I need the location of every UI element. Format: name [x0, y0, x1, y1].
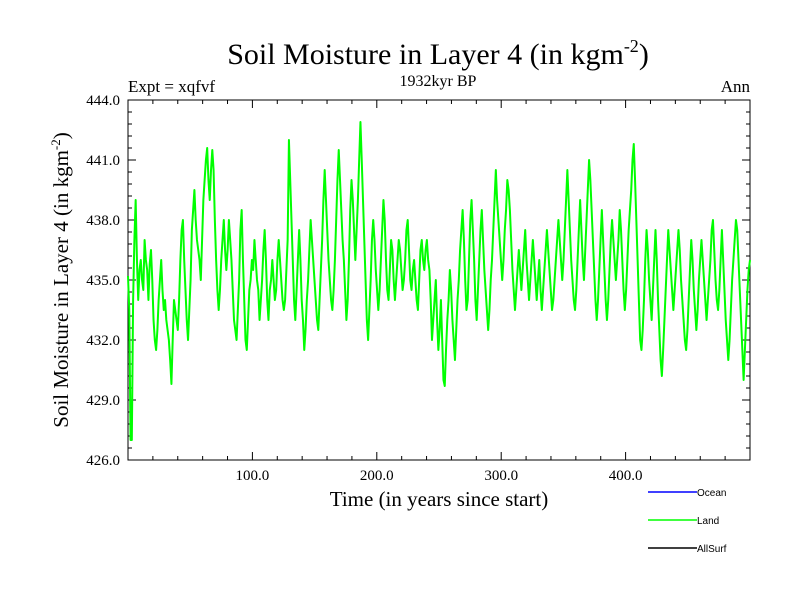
legend-label-ocean: Ocean: [697, 488, 726, 499]
y-tick-label: 444.0: [86, 93, 120, 109]
y-axis: 426.0 429.0 432.0 435.0 438.0 441.0 444.0: [86, 93, 750, 469]
x-tick-label: 100.0: [236, 468, 270, 484]
y-axis-label-main: Soil Moisture in Layer 4 (in kgm: [49, 150, 73, 428]
chart-title-main: Soil Moisture in Layer 4 (in kgm: [227, 38, 624, 71]
y-tick-label: 441.0: [86, 153, 120, 169]
y-tick-label: 429.0: [86, 393, 120, 409]
experiment-label: Expt = xqfvf: [128, 77, 215, 96]
season-label: Ann: [721, 77, 751, 96]
y-axis-label-close: ): [49, 132, 73, 139]
series-line-land: [127, 121, 751, 441]
legend: Ocean Land AllSurf: [648, 488, 727, 555]
y-tick-label: 435.0: [86, 273, 120, 289]
y-tick-label: 438.0: [86, 213, 120, 229]
chart-title: Soil Moisture in Layer 4 (in kgm-2): [227, 36, 649, 71]
chart-subtitle: 1932kyr BP: [400, 73, 477, 90]
chart-title-sup: -2: [624, 36, 639, 56]
chart-title-close: ): [639, 38, 649, 71]
y-tick-label: 426.0: [86, 453, 120, 469]
legend-label-land: Land: [697, 516, 719, 527]
y-axis-label-sup: -2: [48, 139, 63, 150]
x-tick-label: 200.0: [360, 468, 394, 484]
y-tick-label: 432.0: [86, 333, 120, 349]
x-tick-label: 300.0: [484, 468, 518, 484]
y-axis-label: Soil Moisture in Layer 4 (in kgm-2): [48, 132, 73, 427]
x-axis-label: Time (in years since start): [330, 487, 549, 511]
legend-label-allsurf: AllSurf: [697, 544, 727, 555]
x-tick-label: 400.0: [609, 468, 643, 484]
series-layer: [127, 121, 751, 441]
x-axis: 100.0 200.0 300.0 400.0: [152, 100, 726, 484]
